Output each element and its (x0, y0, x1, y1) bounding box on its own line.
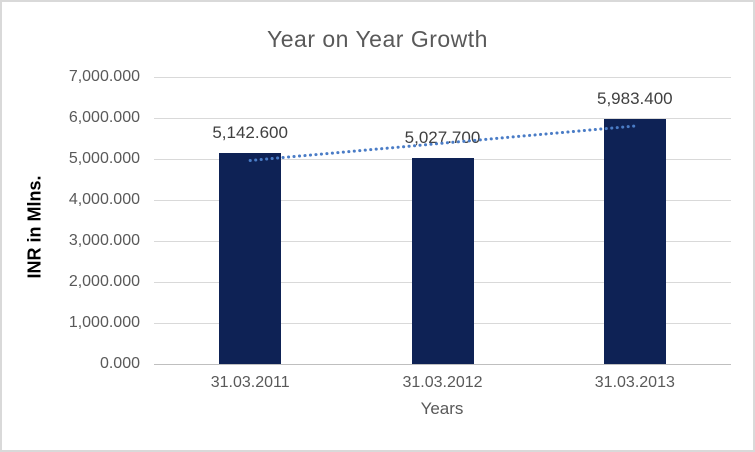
bar-31.03.2013 (603, 118, 666, 364)
y-gridline (154, 76, 731, 78)
y-gridline (154, 117, 731, 119)
x-axis-title: Years (420, 399, 464, 418)
y-tick-label: 2,000.000 (68, 273, 140, 290)
y-tick-label: 0.000 (99, 355, 140, 372)
x-tick-label: 31.03.2011 (210, 374, 290, 391)
x-tick-label: 31.03.2012 (402, 374, 483, 391)
data-label: 5,027.700 (404, 127, 481, 147)
y-tick-label: 4,000.000 (68, 191, 140, 208)
data-label: 5,142.600 (212, 123, 288, 143)
x-tick-label: 31.03.2013 (594, 374, 675, 391)
data-label: 5,983.400 (597, 88, 673, 108)
bar-31.03.2012 (411, 157, 474, 364)
y-tick-label: 1,000.000 (68, 314, 140, 331)
y-tick-label: 7,000.000 (68, 68, 140, 85)
y-tick-label: 5,000.000 (68, 150, 140, 167)
y-tick-label: 3,000.000 (68, 232, 140, 249)
chart-title: Year on Year Growth (267, 26, 488, 52)
y-tick-label: 6,000.000 (68, 109, 140, 126)
bar-31.03.2011 (219, 153, 282, 364)
x-axis-baseline (154, 363, 731, 365)
